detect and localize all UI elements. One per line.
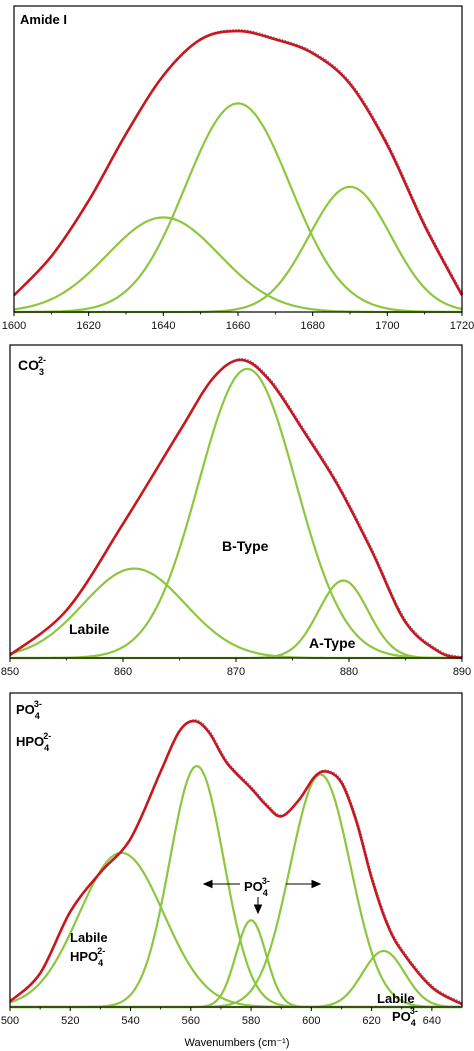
amide-xtick-label-5: 1700 [375,320,399,332]
po4-center-sup: 3- [262,876,270,886]
panel-co3-title: CO3 2- [18,355,46,377]
annotation-labile-hpo4-line2: HPO4 2- [70,946,105,968]
labile-hpo4-sub: 4 [98,958,103,968]
co3-raw-data [10,357,464,657]
amide-xtick-label-3: 1660 [226,320,250,332]
po4-center-main: PO [244,879,263,894]
panel-amide-title: Amide I [20,12,67,27]
po4-xtick-label-7: 640 [423,1015,441,1027]
amide-plot: 1600 1620 1640 1660 1680 1700 1720 [2,29,474,332]
po4-xtick-label-6: 620 [362,1015,380,1027]
amide-xtick-label-2: 1640 [151,320,175,332]
annotation-po4-center: PO4 3- [244,876,270,898]
po4-title-sub: 4 [35,711,40,721]
annotation-labile-po4-line1: Labile [377,991,415,1006]
po4-xtick-label-1: 520 [61,1015,79,1027]
po4-xtick-label-3: 560 [182,1015,200,1027]
amide-xtick-label-6: 1720 [450,320,474,332]
co3-title-main: CO [18,357,39,373]
co3-component-2 [10,367,462,660]
co3-envelope [9,358,463,660]
panel-po4-title-line1: PO4 3- [16,699,42,721]
hpo4-title-main: HPO [16,734,44,749]
co3-component-1 [9,567,462,660]
hpo4-title-sub: 4 [44,743,49,753]
po4-envelope [9,719,463,1006]
annotation-labile-hpo4-line1: Labile [70,930,108,945]
co3-xtick-label-3: 880 [340,666,358,678]
labile-hpo4-sup: 2- [97,946,105,956]
co3-xtick-label-2: 870 [227,666,245,678]
po4-xtick-label-5: 600 [302,1015,320,1027]
co3-xtick-label-4: 890 [453,666,471,678]
amide-xtick-label-1: 1620 [76,320,100,332]
annotation-b-type: B-Type [222,538,269,554]
po4-component-2 [10,764,462,1009]
po4-xtick-label-2: 540 [121,1015,139,1027]
labile-po4-sub: 4 [411,1018,416,1028]
amide-xtick-label-0: 1600 [2,320,26,332]
labile-hpo4-main: HPO [70,949,98,964]
panel-co3-frame [9,344,463,659]
labile-po4-main: PO [392,1009,411,1024]
hpo4-title-sup: 2- [43,731,51,741]
annotation-a-type: A-Type [309,635,356,651]
panel-po4-title-line2: HPO4 2- [16,731,51,753]
co3-xtick-label-1: 860 [114,666,132,678]
po4-arrows [202,879,322,915]
po4-title-main: PO [16,702,35,717]
co3-title-sup: 2- [38,355,46,365]
po4-xtick-label-0: 500 [1,1015,19,1027]
po4-title-sup: 3- [34,699,42,709]
amide-component-1 [13,216,462,314]
x-axis-label: Wavenumbers (cm⁻¹) [184,1037,289,1049]
po4-component-4 [10,773,463,1009]
amide-component-2 [13,102,463,314]
amide-envelope [13,29,464,297]
panel-amide-frame [13,5,463,313]
po4-xtick-label-4: 580 [242,1015,260,1027]
co3-xtick-label-0: 850 [1,666,19,678]
po4-center-sub: 4 [263,888,268,898]
annotation-labile: Labile [69,621,110,637]
po4-plot: 500 520 540 560 580 600 620 640 [1,719,464,1027]
amide-component-3 [14,185,463,314]
labile-po4-sup: 3- [410,1006,418,1016]
co3-title-sub: 3 [39,367,44,377]
panel-po4-frame [9,692,463,1008]
amide-xtick-label-4: 1680 [300,320,324,332]
annotation-labile-po4-line2: PO4 3- [392,1006,418,1028]
